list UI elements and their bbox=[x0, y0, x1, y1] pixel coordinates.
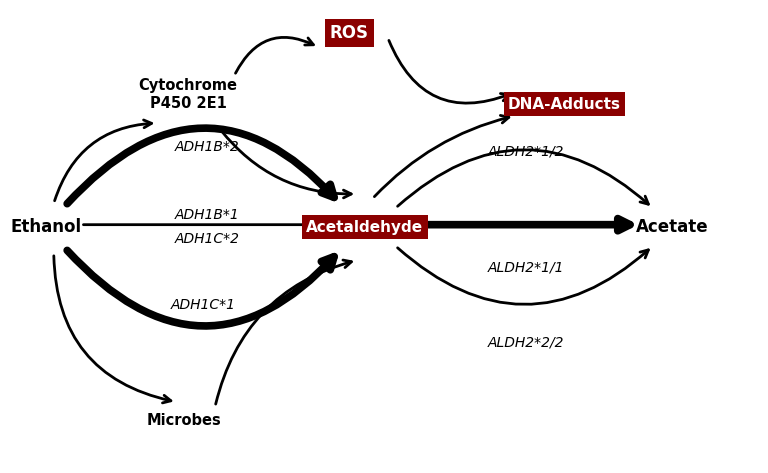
Text: Acetaldehyde: Acetaldehyde bbox=[306, 219, 423, 235]
Text: ADH1B*1: ADH1B*1 bbox=[175, 208, 240, 222]
FancyArrowPatch shape bbox=[398, 248, 648, 304]
Text: ADH1C*2: ADH1C*2 bbox=[175, 232, 240, 246]
Text: Acetate: Acetate bbox=[636, 218, 708, 236]
Text: ADH1C*1: ADH1C*1 bbox=[171, 298, 236, 312]
Text: ROS: ROS bbox=[330, 24, 369, 42]
Text: Ethanol: Ethanol bbox=[11, 218, 81, 236]
Text: Cytochrome
P450 2E1: Cytochrome P450 2E1 bbox=[139, 78, 237, 112]
FancyArrowPatch shape bbox=[55, 120, 151, 201]
FancyArrowPatch shape bbox=[236, 37, 313, 73]
Text: ALDH2*1/1: ALDH2*1/1 bbox=[488, 260, 564, 274]
FancyArrowPatch shape bbox=[67, 250, 334, 326]
FancyArrowPatch shape bbox=[216, 260, 352, 404]
FancyArrowPatch shape bbox=[374, 115, 509, 197]
Text: ADH1B*2: ADH1B*2 bbox=[175, 140, 240, 154]
FancyArrowPatch shape bbox=[398, 150, 648, 206]
FancyArrowPatch shape bbox=[54, 256, 171, 403]
FancyArrowPatch shape bbox=[389, 40, 509, 103]
FancyArrowPatch shape bbox=[418, 219, 630, 231]
FancyArrowPatch shape bbox=[67, 128, 334, 204]
Text: Microbes: Microbes bbox=[147, 413, 222, 429]
Text: ALDH2*1/2: ALDH2*1/2 bbox=[488, 144, 564, 158]
FancyArrowPatch shape bbox=[84, 221, 316, 228]
Text: DNA-Adducts: DNA-Adducts bbox=[508, 96, 621, 112]
FancyArrowPatch shape bbox=[220, 130, 351, 198]
Text: ALDH2*2/2: ALDH2*2/2 bbox=[488, 336, 564, 350]
